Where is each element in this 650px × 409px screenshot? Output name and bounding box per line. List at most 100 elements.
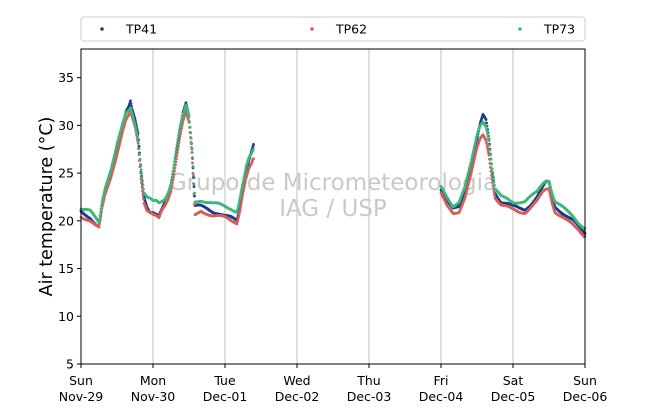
point-tp41: [192, 185, 196, 189]
point-tp73: [485, 127, 488, 131]
point-tp62: [190, 151, 194, 154]
point-tp73: [101, 198, 104, 202]
x-tick-date-label: Dec-01: [203, 389, 248, 404]
point-tp73: [492, 180, 496, 184]
point-tp73: [236, 208, 239, 212]
point-tp73: [172, 166, 175, 170]
point-tp73: [243, 173, 246, 177]
point-tp41: [129, 102, 133, 105]
point-tp73: [187, 115, 191, 118]
point-tp62: [474, 152, 477, 156]
point-tp73: [113, 151, 117, 154]
point-tp73: [169, 182, 173, 186]
point-tp73: [98, 214, 102, 218]
y-tick-label: 5: [66, 357, 74, 372]
point-tp73: [188, 120, 191, 124]
point-tp73: [471, 153, 474, 157]
point-tp73: [471, 151, 475, 155]
point-tp73: [137, 147, 141, 151]
point-tp62: [117, 147, 120, 151]
point-tp73: [174, 153, 177, 157]
point-tp73: [100, 204, 103, 208]
point-tp73: [488, 143, 491, 147]
data-points: [79, 99, 587, 239]
point-tp62: [493, 193, 496, 197]
point-tp73: [110, 163, 114, 167]
point-tp62: [469, 172, 473, 176]
y-tick-label: 10: [58, 309, 74, 324]
point-tp41: [129, 99, 132, 103]
point-tp73: [170, 176, 174, 180]
point-tp73: [100, 200, 104, 204]
point-tp62: [238, 209, 242, 213]
point-tp73: [472, 146, 476, 150]
y-tick-label: 25: [58, 166, 74, 181]
point-tp62: [118, 143, 121, 147]
point-tp73: [102, 191, 106, 195]
point-tp73: [178, 128, 181, 132]
y-axis-ticks: 5 10 15 20 25 30 35: [58, 70, 81, 372]
point-tp73: [470, 156, 474, 159]
point-tp73: [134, 127, 138, 131]
point-tp73: [99, 211, 102, 214]
x-tick-day-label: Fri: [434, 373, 449, 388]
point-tp73: [177, 131, 181, 135]
point-tp73: [486, 132, 489, 136]
point-tp73: [103, 189, 106, 193]
point-tp73: [101, 196, 105, 200]
watermark-line-1: Grupo de Micrometeorologia: [169, 170, 497, 196]
point-tp73: [236, 205, 240, 209]
point-tp73: [192, 173, 195, 177]
point-tp73: [487, 139, 491, 143]
point-tp73: [474, 140, 477, 143]
point-tp73: [188, 125, 192, 129]
point-tp62: [548, 189, 551, 193]
point-tp62: [470, 168, 474, 172]
point-tp73: [241, 180, 245, 184]
point-tp62: [485, 143, 489, 147]
point-tp73: [133, 123, 137, 126]
point-tp62: [471, 163, 475, 167]
x-tick-date-label: Dec-04: [419, 389, 464, 404]
point-tp73: [492, 177, 495, 181]
point-tp73: [244, 168, 247, 172]
point-tp62: [486, 146, 489, 150]
x-tick-day-label: Sun: [69, 373, 93, 388]
point-tp62: [484, 138, 488, 142]
point-tp73: [485, 130, 489, 133]
point-tp73: [140, 172, 143, 175]
point-tp62: [549, 194, 552, 198]
point-tp62: [241, 194, 244, 198]
x-tick-day-label: Wed: [283, 373, 310, 388]
point-tp73: [177, 134, 180, 138]
point-tp62: [240, 197, 244, 201]
point-tp73: [191, 156, 194, 159]
point-tp62: [119, 136, 123, 140]
y-tick-label: 15: [58, 261, 74, 276]
point-tp62: [471, 166, 474, 169]
point-tp73: [469, 160, 473, 164]
point-tp73: [488, 148, 492, 152]
point-tp73: [135, 129, 138, 133]
point-tp41: [484, 118, 488, 121]
point-tp73: [112, 155, 116, 159]
point-tp62: [237, 216, 240, 219]
point-tp73: [486, 134, 490, 138]
point-tp73: [99, 207, 103, 211]
point-tp73: [474, 137, 478, 141]
point-tp41: [485, 121, 488, 125]
point-tp73: [137, 142, 140, 145]
point-tp73: [473, 142, 477, 146]
point-tp73: [193, 191, 196, 195]
x-tick-date-label: Dec-06: [563, 389, 608, 404]
point-tp73: [111, 159, 115, 163]
point-tp73: [252, 147, 255, 151]
point-tp73: [176, 140, 179, 144]
point-tp73: [97, 221, 101, 224]
point-tp73: [171, 173, 174, 176]
point-tp73: [175, 146, 178, 150]
point-tp73: [136, 134, 139, 138]
point-tp62: [116, 149, 120, 153]
point-tp73: [475, 135, 478, 139]
point-tp62: [193, 202, 196, 206]
